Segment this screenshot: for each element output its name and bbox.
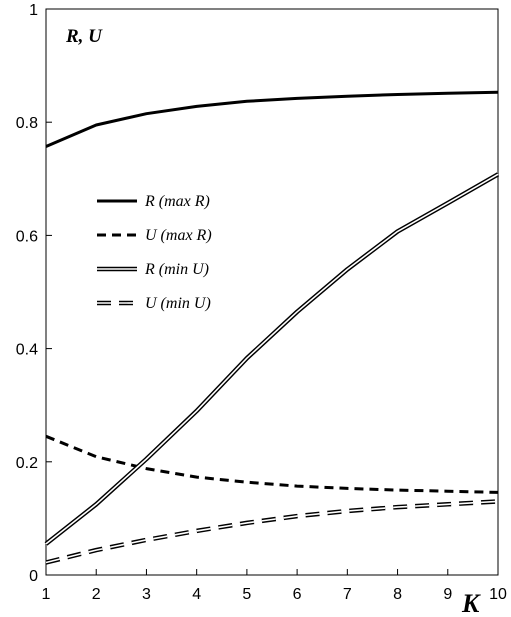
x-tick-label: 10	[489, 586, 507, 603]
series-r-min-u	[44, 172, 500, 546]
y-tick-label: 0.6	[16, 228, 38, 245]
series-u-max-r	[45, 434, 499, 494]
x-tick-label: 5	[242, 586, 251, 603]
x-axis-title: K	[461, 589, 481, 617]
legend-label: U (max R)	[145, 227, 212, 244]
series-u-min-u	[45, 499, 499, 565]
legend-item-u-min-u: U (min U)	[97, 295, 211, 312]
x-axis-ticks: 1 2 3 4 5 6 7 8 9 10	[42, 569, 507, 603]
legend-item-r-max-r: R (max R)	[97, 193, 210, 210]
series-line-r-max-r	[45, 90, 499, 148]
x-tick-label: 2	[92, 586, 101, 603]
y-tick-label: 0	[29, 568, 38, 585]
series-r-max-r	[45, 90, 499, 148]
y-axis-ticks: 0 0.2 0.4 0.6 0.8 1	[16, 2, 52, 585]
x-tick-label: 9	[443, 586, 452, 603]
x-tick-label: 6	[293, 586, 302, 603]
series-line-u-min-u	[45, 499, 499, 565]
y-axis-title: R, U	[65, 26, 103, 47]
series-line-u-max-r	[45, 434, 499, 494]
legend-label: R (max R)	[144, 193, 210, 210]
y-tick-label: 0.4	[16, 342, 38, 359]
legend-item-u-max-r: U (max R)	[97, 227, 212, 244]
series-line-u-min-u-inner	[45, 500, 499, 564]
x-tick-label: 8	[393, 586, 402, 603]
x-tick-label: 3	[142, 586, 151, 603]
x-tick-label: 7	[343, 586, 352, 603]
y-tick-label: 0.8	[16, 115, 38, 132]
legend-label: R (min U)	[144, 261, 209, 278]
series-layer	[44, 90, 500, 565]
series-line-r-min-u-inner	[45, 173, 499, 545]
y-tick-label: 0.2	[16, 455, 38, 472]
legend-label: U (min U)	[145, 295, 211, 312]
plot-area-frame	[45, 8, 499, 576]
x-tick-label: 1	[42, 586, 51, 603]
y-tick-label: 1	[29, 2, 38, 19]
legend-item-r-min-u: R (min U)	[97, 261, 209, 278]
x-tick-label: 4	[192, 586, 201, 603]
legend: R (max R) U (max R) R (min U) U (min U)	[97, 193, 212, 312]
